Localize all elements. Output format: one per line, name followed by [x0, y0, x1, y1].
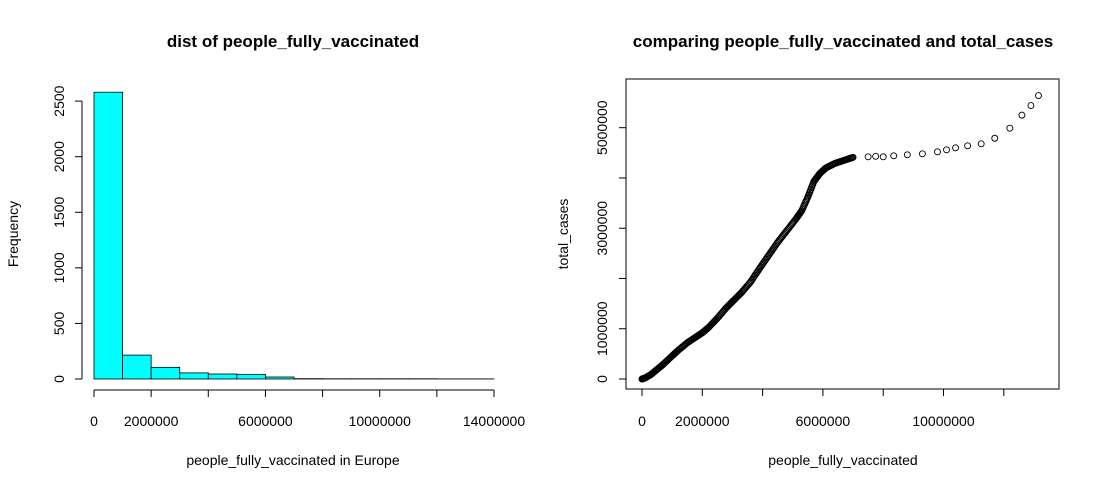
- scatter-point: [879, 153, 887, 161]
- scatter-point: [1035, 92, 1042, 99]
- histogram-bar: [150, 366, 181, 380]
- scatter-x-tick-label: 0: [638, 413, 646, 429]
- histogram-xlabel: people_fully_vaccinated in Europe: [186, 452, 399, 468]
- scatter-point: [943, 146, 950, 154]
- scatter-y-tick-label: 5000000: [594, 100, 610, 155]
- histogram-bar: [93, 91, 123, 380]
- histogram-bar: [207, 373, 238, 380]
- histogram-x-tick-label: 0: [90, 413, 98, 429]
- scatter-point: [903, 151, 911, 159]
- scatter-point: [952, 144, 960, 152]
- scatter-point: [1018, 111, 1026, 119]
- scatter-title: comparing people_fully_vaccinated and to…: [633, 32, 1053, 51]
- scatter-point: [934, 148, 941, 156]
- histogram-title: dist of people_fully_vaccinated: [167, 32, 419, 51]
- scatter-points: [638, 92, 1042, 383]
- scatter-point: [849, 153, 857, 161]
- histogram-y-tick-label: 2500: [51, 85, 67, 116]
- histogram-x-tick-label: 14000000: [463, 413, 526, 429]
- histogram-ylabel: Frequency: [5, 201, 21, 267]
- scatter-point: [872, 152, 880, 160]
- histogram-bar: [236, 373, 266, 380]
- histogram-y-tick-label: 1000: [51, 252, 67, 283]
- scatter-x-tick-label: 2000000: [675, 413, 730, 429]
- scatter-point: [977, 140, 985, 148]
- scatter-chart: comparing people_fully_vaccinated and to…: [555, 32, 1060, 468]
- histogram-x-tick-label: 6000000: [238, 413, 293, 429]
- histogram-y-tick-label: 0: [51, 375, 67, 383]
- histogram-bar: [179, 372, 209, 380]
- scatter-x-tick-label: 6000000: [796, 413, 851, 429]
- histogram-x-axis: 0 2000000 6000000 10000000 14000000: [90, 389, 526, 429]
- histogram-bar: [122, 354, 152, 380]
- scatter-xlabel: people_fully_vaccinated: [768, 452, 917, 468]
- scatter-y-tick-label: 0: [594, 375, 610, 383]
- scatter-point: [1027, 102, 1035, 110]
- scatter-point: [1006, 124, 1014, 132]
- scatter-y-axis: 0 1000000 3000000 5000000: [594, 100, 627, 383]
- scatter-x-tick-label: 10000000: [912, 413, 975, 429]
- histogram-y-tick-label: 500: [51, 312, 67, 336]
- histogram-y-axis: 0 500 1000 1500 2000 2500: [51, 85, 83, 383]
- scatter-y-tick-label: 1000000: [594, 301, 610, 356]
- histogram-chart: dist of people_fully_vaccinated people_f…: [5, 32, 525, 468]
- scatter-x-axis: 0 2000000 6000000 10000000: [638, 388, 1005, 429]
- scatter-point: [890, 152, 898, 160]
- histogram-bars: [93, 91, 495, 380]
- scatter-point: [991, 134, 999, 142]
- histogram-y-tick-label: 2000: [51, 141, 67, 172]
- scatter-ylabel: total_cases: [555, 199, 571, 270]
- histogram-x-tick-label: 10000000: [349, 413, 412, 429]
- scatter-y-tick-label: 3000000: [594, 201, 610, 256]
- scatter-point: [864, 153, 872, 161]
- histogram-bar: [265, 376, 295, 380]
- scatter-point: [918, 150, 926, 158]
- histogram-x-tick-label: 2000000: [124, 413, 179, 429]
- scatter-point: [964, 142, 972, 150]
- histogram-y-tick-label: 1500: [51, 196, 67, 227]
